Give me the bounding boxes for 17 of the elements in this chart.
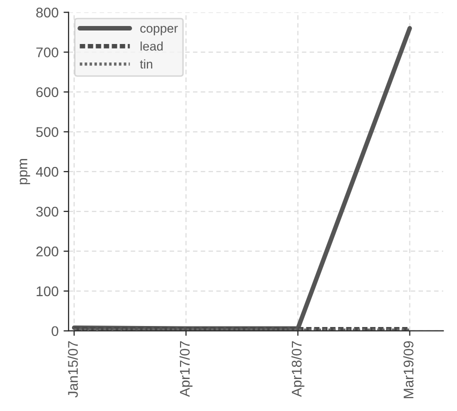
y-tick-label: 500 xyxy=(36,127,58,137)
x-tick-label: Apr18/07 xyxy=(291,341,304,397)
y-axis-title: ppm xyxy=(20,159,30,184)
y-tick-label: 100 xyxy=(36,286,58,296)
y-tick-label: 300 xyxy=(36,206,58,217)
legend-label: tin xyxy=(140,59,152,69)
x-tick-label: Jan15/07 xyxy=(68,341,78,398)
x-tick-label: Mar19/09 xyxy=(403,341,414,398)
y-tick-label: 200 xyxy=(36,246,58,256)
x-tick-label: Apr17/07 xyxy=(180,341,192,397)
y-tick-label: 0 xyxy=(52,326,58,336)
legend-label: copper xyxy=(140,26,178,36)
legend-label: lead xyxy=(140,41,163,51)
y-tick-label: 800 xyxy=(36,8,58,18)
y-tick-label: 600 xyxy=(36,87,58,98)
y-tick-label: 700 xyxy=(36,47,58,58)
y-tick-label: 400 xyxy=(36,166,58,177)
